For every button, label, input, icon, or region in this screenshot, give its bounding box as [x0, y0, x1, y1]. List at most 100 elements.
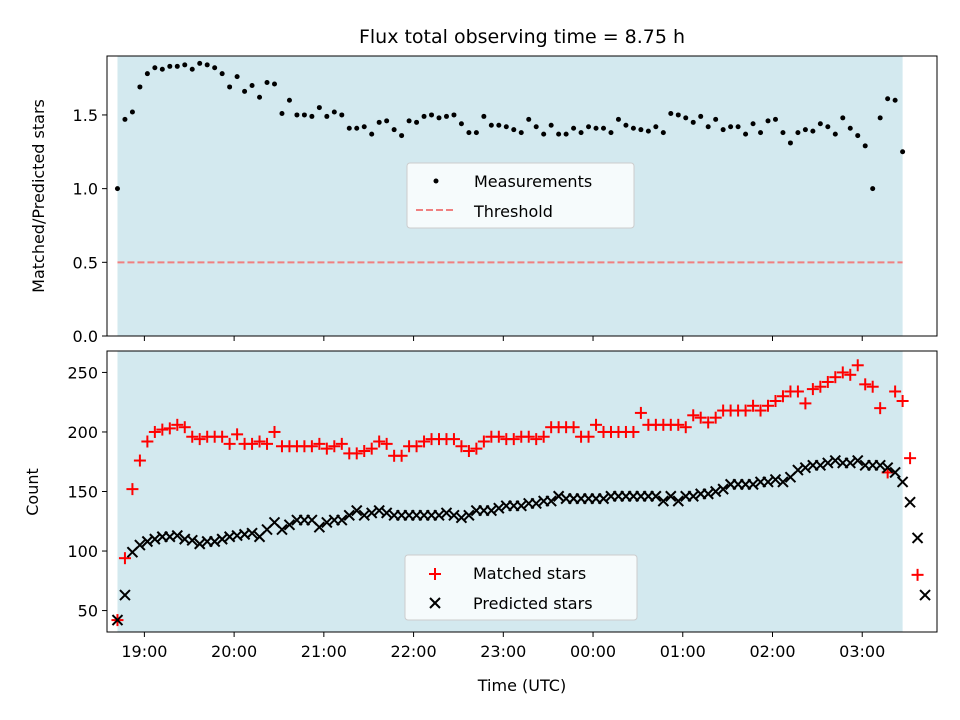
- ratio-x-axis-ticks: [143, 336, 863, 341]
- measurement-point: [257, 94, 263, 100]
- predicted-stars-point: [358, 509, 370, 522]
- matched-stars-point: [791, 385, 804, 398]
- measurement-point: [556, 131, 562, 137]
- measurement-point: [204, 62, 210, 68]
- predicted-stars-point: [552, 490, 565, 502]
- predicted-stars-point: [530, 497, 542, 510]
- predicted-stars-point: [852, 454, 864, 467]
- matched-stars-point: [193, 433, 206, 446]
- matched-stars-point: [171, 418, 184, 431]
- measurement-point: [728, 124, 734, 130]
- predicted-stars-point: [373, 504, 385, 517]
- predicted-stars-point: [485, 504, 498, 517]
- matched-stars-point: [829, 371, 842, 384]
- matched-stars-point: [889, 385, 902, 398]
- predicted-stars-point: [380, 507, 393, 519]
- matched-stars-point: [762, 399, 775, 412]
- measurement-point: [526, 116, 532, 122]
- count-y-tick-label: 50: [78, 602, 98, 621]
- matched-stars-points: [111, 359, 924, 627]
- matched-stars-point: [380, 437, 393, 450]
- predicted-stars-point: [440, 507, 453, 519]
- predicted-stars-point: [650, 490, 662, 502]
- ratio-panel-frame: [106, 55, 938, 337]
- predicted-stars-point: [747, 478, 759, 491]
- measurement-point: [780, 130, 786, 136]
- matched-stars-point: [709, 411, 722, 424]
- measurement-point: [847, 125, 853, 131]
- measurement-point: [825, 124, 831, 130]
- count-x-tick-label: 02:00: [749, 642, 795, 661]
- predicted-stars-point: [149, 533, 161, 545]
- matched-stars-point: [747, 399, 760, 412]
- measurement-point: [339, 112, 345, 118]
- matched-stars-point: [582, 430, 595, 443]
- predicted-stars-point: [822, 457, 834, 469]
- measurement-point: [458, 121, 464, 127]
- measurement-point: [331, 109, 337, 115]
- measurement-point: [877, 115, 883, 121]
- predicted-stars-point: [208, 535, 221, 548]
- count-legend-box: [404, 554, 638, 621]
- matched-stars-point: [395, 449, 408, 462]
- count-x-tick-label: 20:00: [211, 642, 257, 661]
- count-x-tick-label: 23:00: [480, 642, 526, 661]
- matched-stars-point: [477, 435, 490, 448]
- measurement-point: [294, 112, 300, 118]
- measurement-point: [212, 65, 218, 71]
- measurement-point: [563, 131, 569, 137]
- matched-stars-point: [216, 430, 229, 443]
- predicted-stars-point: [186, 534, 198, 547]
- measurement-point: [443, 113, 449, 119]
- matched-stars-point: [567, 421, 580, 434]
- measurement-point: [511, 127, 517, 133]
- measurement-point: [144, 71, 150, 77]
- measurement-point: [384, 118, 390, 124]
- measurement-point: [705, 124, 711, 130]
- measurement-point: [653, 124, 659, 130]
- measurement-point: [436, 115, 442, 121]
- matched-stars-point: [492, 430, 505, 443]
- predicted-stars-points: [111, 454, 931, 626]
- measurement-point: [451, 112, 457, 118]
- count-x-tick-label: 22:00: [391, 642, 437, 661]
- count-y-tick-label: 100: [67, 542, 98, 561]
- measurement-point: [533, 124, 539, 130]
- matched-stars-point: [739, 404, 752, 417]
- measurement-point: [197, 60, 203, 66]
- count-x-axis-label: Time (UTC): [477, 676, 566, 695]
- measurement-point: [167, 63, 173, 69]
- matched-stars-point: [335, 437, 348, 450]
- measurement-point: [578, 130, 584, 136]
- legend-predicted-label: Predicted stars: [473, 594, 593, 613]
- measurement-point: [743, 131, 749, 137]
- ratio-legend: Measurements Threshold: [406, 162, 635, 229]
- measurement-point: [234, 74, 240, 80]
- predicted-stars-point: [321, 516, 333, 529]
- count-y-axis: 50 100 150 200 250: [67, 363, 107, 621]
- ratio-y-tick-label: 0.0: [73, 327, 98, 346]
- legend-threshold-label: Threshold: [473, 202, 553, 221]
- measurement-point: [892, 97, 898, 103]
- predicted-stars-point: [455, 511, 468, 524]
- ratio-legend-box: [406, 162, 635, 229]
- legend-measurements-label: Measurements: [474, 172, 592, 191]
- matched-stars-point: [836, 366, 849, 379]
- matched-stars-point: [313, 437, 326, 450]
- predicted-stars-point: [493, 502, 505, 514]
- measurement-point: [174, 63, 180, 69]
- matched-stars-point: [470, 442, 483, 455]
- predicted-stars-point: [769, 473, 782, 486]
- predicted-stars-point: [343, 509, 355, 522]
- measurement-point: [399, 133, 405, 139]
- predicted-stars-point: [702, 488, 714, 500]
- matched-stars-point: [148, 425, 161, 438]
- matched-stars-point: [799, 397, 812, 410]
- matched-stars-point: [410, 440, 423, 453]
- measurement-point: [466, 130, 472, 136]
- ratio-measurement-points: [114, 60, 906, 192]
- predicted-stars-point: [657, 495, 670, 507]
- matched-stars-point: [694, 411, 707, 424]
- measurement-point: [219, 71, 225, 77]
